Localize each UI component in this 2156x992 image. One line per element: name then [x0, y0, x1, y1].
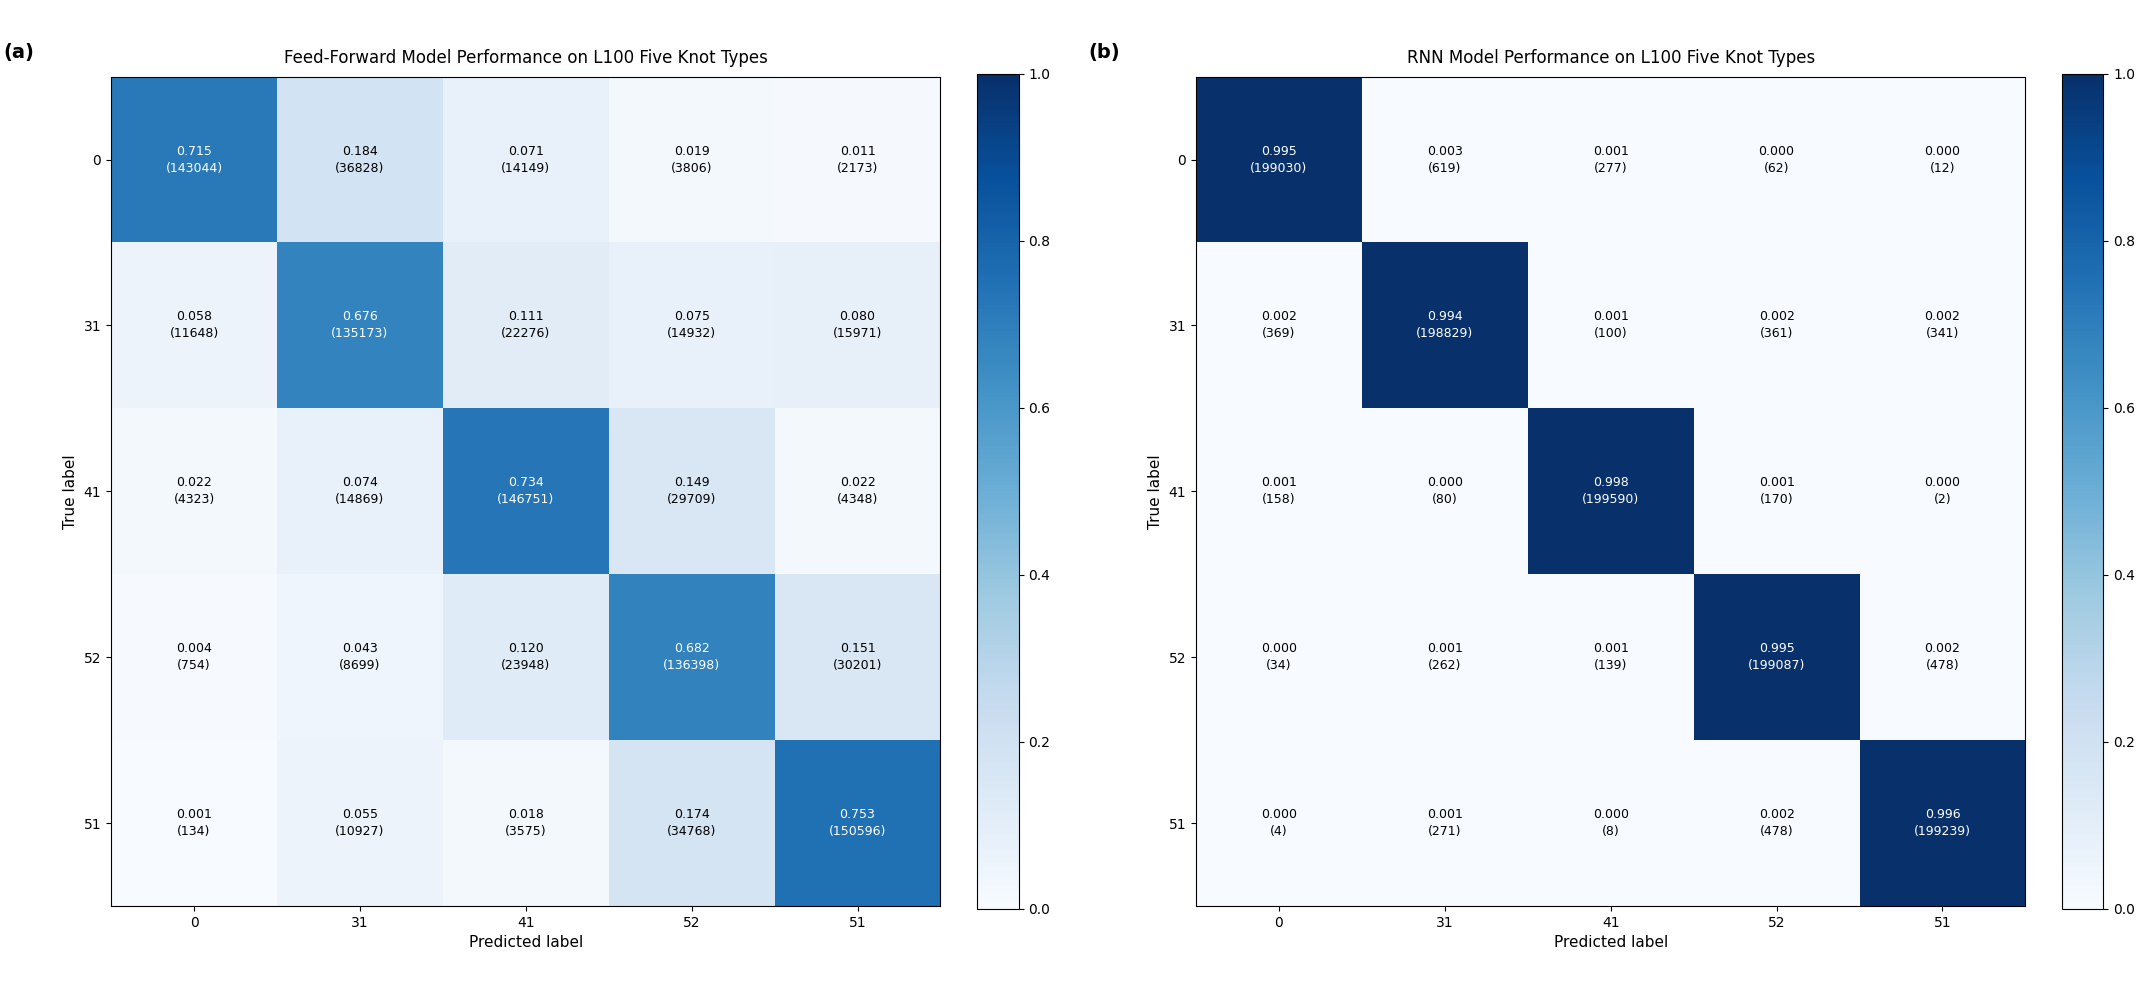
Text: 0.174
(34768): 0.174 (34768) — [666, 808, 716, 838]
Text: 0.001
(100): 0.001 (100) — [1593, 310, 1628, 340]
Text: 0.715
(143044): 0.715 (143044) — [166, 145, 222, 175]
Text: 0.149
(29709): 0.149 (29709) — [666, 476, 716, 506]
Text: 0.995
(199030): 0.995 (199030) — [1250, 145, 1307, 175]
Text: 0.000
(34): 0.000 (34) — [1261, 642, 1298, 673]
Text: 0.001
(134): 0.001 (134) — [177, 808, 211, 838]
Text: 0.071
(14149): 0.071 (14149) — [500, 145, 550, 175]
X-axis label: Predicted label: Predicted label — [1554, 935, 1669, 950]
Text: 0.043
(8699): 0.043 (8699) — [338, 642, 382, 673]
Text: 0.001
(158): 0.001 (158) — [1261, 476, 1298, 506]
Text: 0.000
(4): 0.000 (4) — [1261, 808, 1298, 838]
Text: 0.075
(14932): 0.075 (14932) — [666, 310, 716, 340]
Text: 0.011
(2173): 0.011 (2173) — [837, 145, 877, 175]
Text: 0.074
(14869): 0.074 (14869) — [336, 476, 384, 506]
Text: 0.000
(80): 0.000 (80) — [1427, 476, 1462, 506]
Text: 0.151
(30201): 0.151 (30201) — [832, 642, 882, 673]
Y-axis label: True label: True label — [1149, 454, 1162, 529]
Text: 0.994
(198829): 0.994 (198829) — [1416, 310, 1473, 340]
Text: 0.002
(369): 0.002 (369) — [1261, 310, 1298, 340]
Text: 0.003
(619): 0.003 (619) — [1427, 145, 1462, 175]
Text: 0.000
(62): 0.000 (62) — [1759, 145, 1794, 175]
Title: RNN Model Performance on L100 Five Knot Types: RNN Model Performance on L100 Five Knot … — [1406, 49, 1815, 66]
Text: 0.001
(277): 0.001 (277) — [1593, 145, 1628, 175]
Text: 0.001
(262): 0.001 (262) — [1427, 642, 1462, 673]
Text: 0.111
(22276): 0.111 (22276) — [500, 310, 550, 340]
Y-axis label: True label: True label — [63, 454, 78, 529]
Text: 0.753
(150596): 0.753 (150596) — [828, 808, 886, 838]
Text: 0.002
(478): 0.002 (478) — [1925, 642, 1960, 673]
Text: 0.055
(10927): 0.055 (10927) — [334, 808, 384, 838]
Text: 0.734
(146751): 0.734 (146751) — [498, 476, 554, 506]
Text: 0.998
(199590): 0.998 (199590) — [1583, 476, 1639, 506]
Text: 0.000
(2): 0.000 (2) — [1925, 476, 1960, 506]
Text: 0.996
(199239): 0.996 (199239) — [1915, 808, 1971, 838]
Text: 0.080
(15971): 0.080 (15971) — [832, 310, 882, 340]
Text: 0.184
(36828): 0.184 (36828) — [334, 145, 384, 175]
Text: 0.019
(3806): 0.019 (3806) — [671, 145, 711, 175]
Text: 0.676
(135173): 0.676 (135173) — [332, 310, 388, 340]
Text: 0.002
(361): 0.002 (361) — [1759, 310, 1794, 340]
Title: Feed-Forward Model Performance on L100 Five Knot Types: Feed-Forward Model Performance on L100 F… — [285, 49, 768, 66]
X-axis label: Predicted label: Predicted label — [468, 935, 582, 950]
Text: 0.000
(8): 0.000 (8) — [1593, 808, 1628, 838]
Text: 0.058
(11648): 0.058 (11648) — [170, 310, 218, 340]
Text: 0.022
(4323): 0.022 (4323) — [172, 476, 216, 506]
Text: 0.001
(271): 0.001 (271) — [1427, 808, 1462, 838]
Text: 0.004
(754): 0.004 (754) — [177, 642, 211, 673]
Text: 0.682
(136398): 0.682 (136398) — [664, 642, 720, 673]
Text: 0.120
(23948): 0.120 (23948) — [500, 642, 550, 673]
Text: 0.002
(341): 0.002 (341) — [1925, 310, 1960, 340]
Text: 0.000
(12): 0.000 (12) — [1925, 145, 1960, 175]
Text: 0.001
(139): 0.001 (139) — [1593, 642, 1628, 673]
Text: 0.022
(4348): 0.022 (4348) — [837, 476, 877, 506]
Text: 0.001
(170): 0.001 (170) — [1759, 476, 1794, 506]
Text: (a): (a) — [4, 44, 34, 62]
Text: 0.995
(199087): 0.995 (199087) — [1749, 642, 1805, 673]
Text: 0.002
(478): 0.002 (478) — [1759, 808, 1794, 838]
Text: (b): (b) — [1089, 44, 1119, 62]
Text: 0.018
(3575): 0.018 (3575) — [505, 808, 548, 838]
